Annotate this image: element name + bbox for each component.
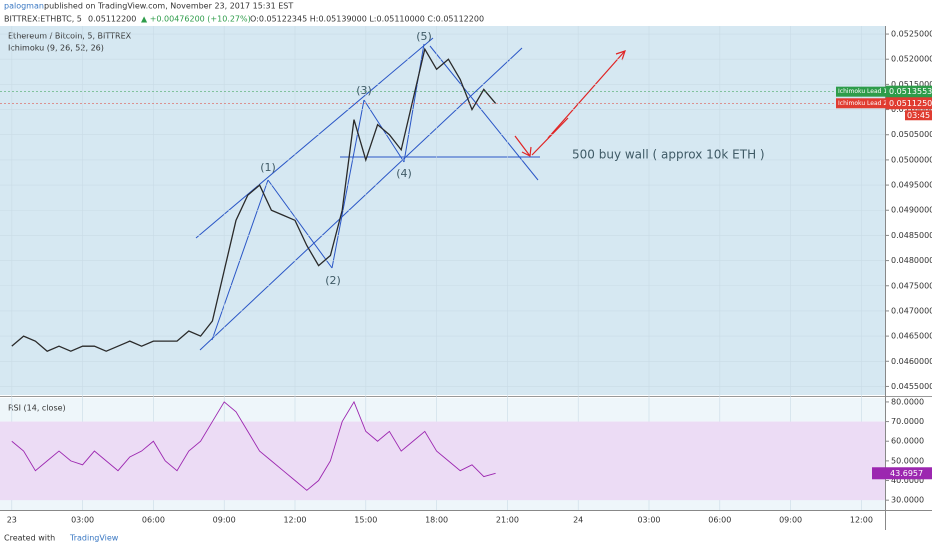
lead-name: Ichimoku Lead 2 — [838, 100, 887, 107]
rsi-band — [0, 421, 885, 501]
annotation: (4) — [396, 167, 412, 180]
x-tick-label: 09:00 — [779, 516, 802, 525]
countdown-tag — [905, 110, 932, 121]
y-tick-label: 60.0000 — [891, 437, 924, 446]
x-tick-label: 06:00 — [142, 516, 165, 525]
y-tick-label: 0.05250000 — [891, 30, 932, 39]
x-tick-label: 12:00 — [283, 516, 306, 525]
line — [11, 400, 496, 491]
author[interactable]: palogman — [4, 2, 44, 11]
footer-created: Created with — [4, 534, 55, 543]
price-tag — [886, 85, 932, 98]
last-value-tag — [872, 467, 932, 480]
x-tick-label: 09:00 — [213, 516, 236, 525]
chart-title: Ethereum / Bitcoin, 5, BITTREX — [8, 32, 132, 41]
countdown: 03:45 — [907, 111, 930, 120]
annotation: 500 buy wall ( approx 10k ETH ) — [572, 148, 765, 162]
y-tick-label: 30.0000 — [891, 496, 924, 505]
price-tag — [886, 97, 932, 110]
rsi-title: RSI (14, close) — [8, 404, 66, 413]
y-tick-label: 50.0000 — [891, 456, 924, 465]
annotation: (1) — [260, 161, 276, 174]
annotation: (2) — [325, 274, 341, 287]
y-tick-label: 80.0000 — [891, 397, 924, 406]
last-value-label: 43.6957 — [890, 469, 923, 478]
x-tick-label: 21:00 — [496, 516, 519, 525]
price-tag-label: 0.05135532 — [889, 87, 932, 96]
x-tick-label: 23 — [7, 516, 17, 525]
annotation: (3) — [356, 84, 372, 97]
annotation: (5) — [416, 30, 432, 43]
x-tick-label: 03:00 — [637, 516, 660, 525]
footer-brand[interactable]: TradingView — [69, 534, 119, 543]
y-tick-label: 70.0000 — [891, 417, 924, 426]
lead-tag — [836, 98, 886, 109]
last: 0.05112200 — [88, 15, 136, 24]
arrows — [514, 50, 626, 157]
x-tick-label: 18:00 — [425, 516, 448, 525]
symbol: BITTREX:ETHBTC, 5 — [4, 15, 82, 24]
lead-name: Ichimoku Lead 1 — [838, 88, 887, 95]
indicator-label: Ichimoku (9, 26, 52, 26) — [8, 44, 104, 53]
x-tick-label: 06:00 — [708, 516, 731, 525]
line — [11, 47, 497, 352]
published: published on TradingView.com, November 2… — [44, 2, 293, 11]
x-tick-label: 24 — [573, 516, 583, 525]
ohlc: O:0.05122345 H:0.05139000 L:0.05110000 C… — [250, 15, 484, 24]
x-tick-label: 03:00 — [71, 516, 94, 525]
trend-lines — [195, 37, 540, 351]
x-tick-label: 12:00 — [850, 516, 873, 525]
price-tag-label: 0.05112501 — [889, 99, 932, 108]
lead-tag — [836, 86, 886, 97]
x-tick-label: 15:00 — [354, 516, 377, 525]
change: ▲ +0.00476200 (+10.27%) — [141, 15, 251, 24]
y-tick-label: 40.0000 — [891, 476, 924, 485]
